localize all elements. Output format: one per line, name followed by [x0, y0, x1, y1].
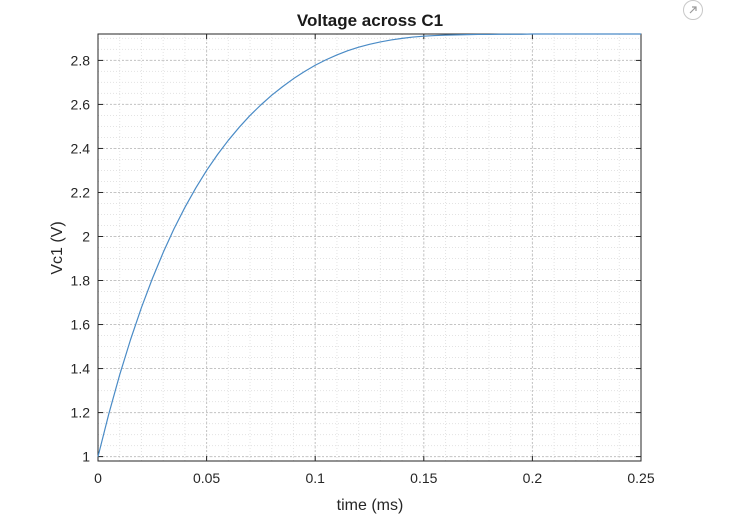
plot-area — [97, 33, 642, 462]
x-tick-label: 0.2 — [523, 470, 543, 486]
y-axis-label: Vc1 (V) — [49, 221, 66, 274]
y-tick-label: 1.2 — [71, 405, 91, 421]
x-axis-label: time (ms) — [337, 497, 404, 514]
x-tick-label: 0.15 — [410, 470, 437, 486]
x-tick-label: 0.25 — [627, 470, 654, 486]
y-tick-label: 1.6 — [71, 317, 91, 333]
export-button[interactable] — [683, 0, 703, 20]
y-tick-label: 2.2 — [71, 184, 91, 200]
x-tick-label: 0.05 — [193, 470, 220, 486]
y-tick-label: 1 — [82, 449, 90, 465]
y-tick-label: 1.4 — [71, 361, 91, 377]
y-tick-label: 1.8 — [71, 273, 91, 289]
y-tick-label: 2.4 — [71, 140, 91, 156]
axis-ticks — [97, 34, 642, 461]
x-tick-labels: 0 0.05 0.1 0.15 0.2 0.25 — [94, 470, 655, 486]
y-tick-label: 2.8 — [71, 52, 91, 68]
export-arrow-icon — [689, 6, 697, 14]
series-line-vc1 — [97, 33, 641, 457]
chart-title: Voltage across C1 — [297, 11, 443, 30]
y-tick-label: 2.6 — [71, 96, 91, 112]
x-tick-label: 0.1 — [305, 470, 325, 486]
y-tick-labels: 1 1.2 1.4 1.6 1.8 2 2.2 2.4 2.6 2.8 — [71, 52, 91, 464]
series-group — [97, 33, 641, 457]
y-tick-label: 2 — [82, 228, 90, 244]
x-tick-label: 0 — [94, 470, 102, 486]
